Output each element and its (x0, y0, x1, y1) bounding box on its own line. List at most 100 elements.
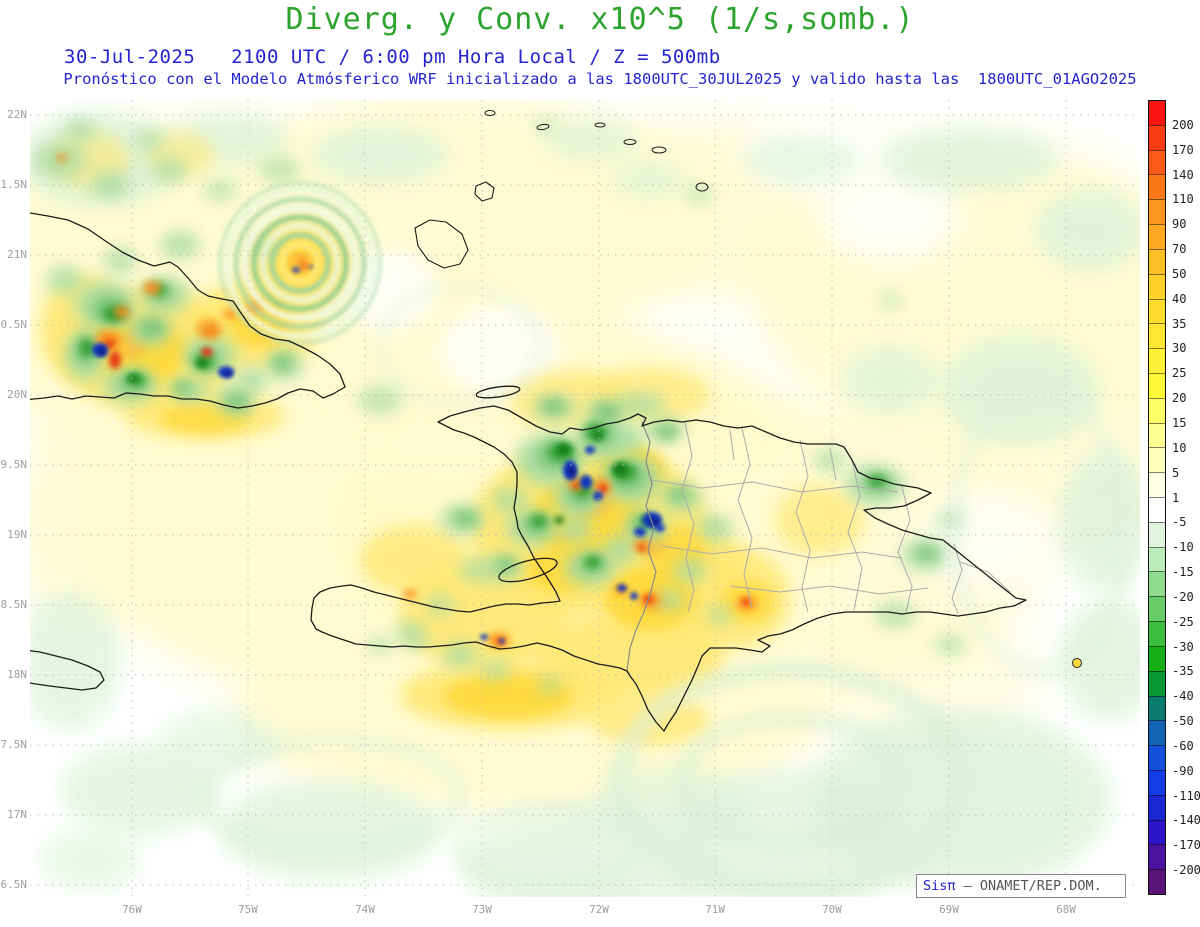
colorbar-segment (1149, 323, 1165, 349)
colorbar-tick-label: -110 (1172, 788, 1200, 803)
colorbar-tick-label: -200 (1172, 863, 1200, 878)
vortex-rings (218, 181, 382, 345)
lat-tick-label: 1.5N (0, 178, 28, 191)
attribution-brand: Sisπ (923, 878, 956, 894)
colorbar-segment (1149, 769, 1165, 795)
colorbar-segment (1149, 224, 1165, 249)
colorbar-tick-label: -5 (1172, 515, 1187, 530)
lat-tick-label: 9.5N (0, 458, 28, 471)
lat-tick-label: 20N (7, 388, 27, 401)
lat-tick-label: 7.5N (0, 738, 28, 751)
colorbar-tick-label: 70 (1172, 242, 1187, 257)
colorbar-tick-label: 15 (1172, 415, 1187, 430)
colorbar-tick-label: 140 (1172, 167, 1194, 182)
colorbar-segment (1149, 794, 1165, 820)
lon-tick-label: 69W (939, 903, 959, 916)
colorbar-tick-label: -50 (1172, 714, 1194, 729)
colorbar-tick-label: 10 (1172, 440, 1187, 455)
colorbar-tick-label: -20 (1172, 589, 1194, 604)
grid-lines (30, 100, 1140, 897)
hispaniola-coastline (310, 405, 1027, 732)
colorbar-segment (1149, 149, 1165, 175)
colorbar-segment (1149, 348, 1165, 373)
colorbar-segment (1149, 869, 1165, 894)
cuba-coastline (30, 212, 346, 409)
colorbar-tick-label: 5 (1172, 465, 1180, 480)
lat-tick-label: 19N (7, 528, 27, 541)
colorbar-tick-label: 110 (1172, 192, 1194, 207)
colorbar-segment (1149, 645, 1165, 671)
lat-tick-label: 17N (7, 808, 27, 821)
attribution-badge: Sisπ – ONAMET/REP.DOM. (916, 874, 1126, 898)
colorbar-tick-label: -25 (1172, 614, 1194, 629)
map-plot (30, 100, 1140, 897)
colorbar-segment (1149, 521, 1165, 547)
colorbar-segment (1149, 571, 1165, 597)
colorbar-tick-label: -30 (1172, 639, 1194, 654)
colorbar-segment (1149, 720, 1165, 746)
colorbar-tick-label: 20 (1172, 391, 1187, 406)
valid-time-subtitle: 30-Jul-2025 2100 UTC / 6:00 pm Hora Loca… (64, 46, 721, 68)
colorbar-tick-label: -10 (1172, 540, 1194, 555)
lat-tick-label: 6.5N (0, 878, 28, 891)
colorbar-segment (1149, 101, 1165, 125)
bahamas-turks-islets (484, 110, 709, 192)
colorbar-segment (1149, 621, 1165, 646)
colorbar-tick-label: 200 (1172, 117, 1194, 132)
colorbar-tick-label: 50 (1172, 266, 1187, 281)
colorbar-segment (1149, 174, 1165, 200)
province-borders (626, 421, 1011, 672)
colorbar-segment (1149, 248, 1165, 274)
colorbar-segment (1149, 124, 1165, 150)
attribution-text: – ONAMET/REP.DOM. (955, 878, 1102, 894)
colorbar-segment (1149, 273, 1165, 299)
colorbar-segment (1149, 819, 1165, 845)
colorbar-segment (1149, 497, 1165, 522)
lon-tick-label: 71W (705, 903, 725, 916)
lon-tick-label: 68W (1056, 903, 1076, 916)
colorbar-segment (1149, 695, 1165, 721)
colorbar-segment (1149, 546, 1165, 572)
colorbar-segment (1149, 298, 1165, 324)
coastlines (30, 110, 1082, 732)
colorbar-tick-label: 25 (1172, 366, 1187, 381)
colorbar-segment (1149, 596, 1165, 622)
lon-tick-label: 76W (122, 903, 142, 916)
lon-tick-label: 70W (822, 903, 842, 916)
convergence-swirl-arcs (194, 282, 1131, 897)
colorbar-segment (1149, 472, 1165, 497)
colorbar-segment (1149, 397, 1165, 423)
colorbar-tick-label: 30 (1172, 341, 1187, 356)
tortue-island (475, 385, 521, 399)
colorbar-tick-label: -15 (1172, 565, 1194, 580)
lon-tick-label: 73W (472, 903, 492, 916)
colorbar-segment (1149, 422, 1165, 448)
colorbar-segment (1149, 372, 1165, 398)
colorbar-tick-label: 40 (1172, 291, 1187, 306)
colorbar-tick-label: -140 (1172, 813, 1200, 828)
colorbar-tick-label: -170 (1172, 838, 1200, 853)
lon-tick-label: 74W (355, 903, 375, 916)
colorbar-segment (1149, 447, 1165, 473)
colorbar-segment (1149, 199, 1165, 225)
lat-tick-label: 22N (7, 108, 27, 121)
colorbar-tick-label: -60 (1172, 738, 1194, 753)
lon-tick-label: 72W (589, 903, 609, 916)
mona-island (1072, 658, 1082, 668)
colorbar-segment (1149, 844, 1165, 870)
lat-tick-label: 18N (7, 668, 27, 681)
divergence-field (30, 100, 1140, 897)
page-title: Diverg. y Conv. x10^5 (1/s,somb.) (285, 2, 915, 37)
colorbar-segment (1149, 670, 1165, 696)
lat-tick-label: 0.5N (0, 318, 28, 331)
colorbar-tick-label: 170 (1172, 142, 1194, 157)
lon-tick-label: 75W (238, 903, 258, 916)
model-info-subtitle: Pronóstico con el Modelo Atmósferico WRF… (63, 70, 1137, 88)
great-inagua-island (414, 219, 469, 269)
colorbar-tick-label: 1 (1172, 490, 1180, 505)
colorbar-tick-label: 35 (1172, 316, 1187, 331)
colorbar-tick-label: -40 (1172, 689, 1194, 704)
jamaica-coastline (30, 650, 105, 691)
colorbar-tick-label: 90 (1172, 217, 1187, 232)
